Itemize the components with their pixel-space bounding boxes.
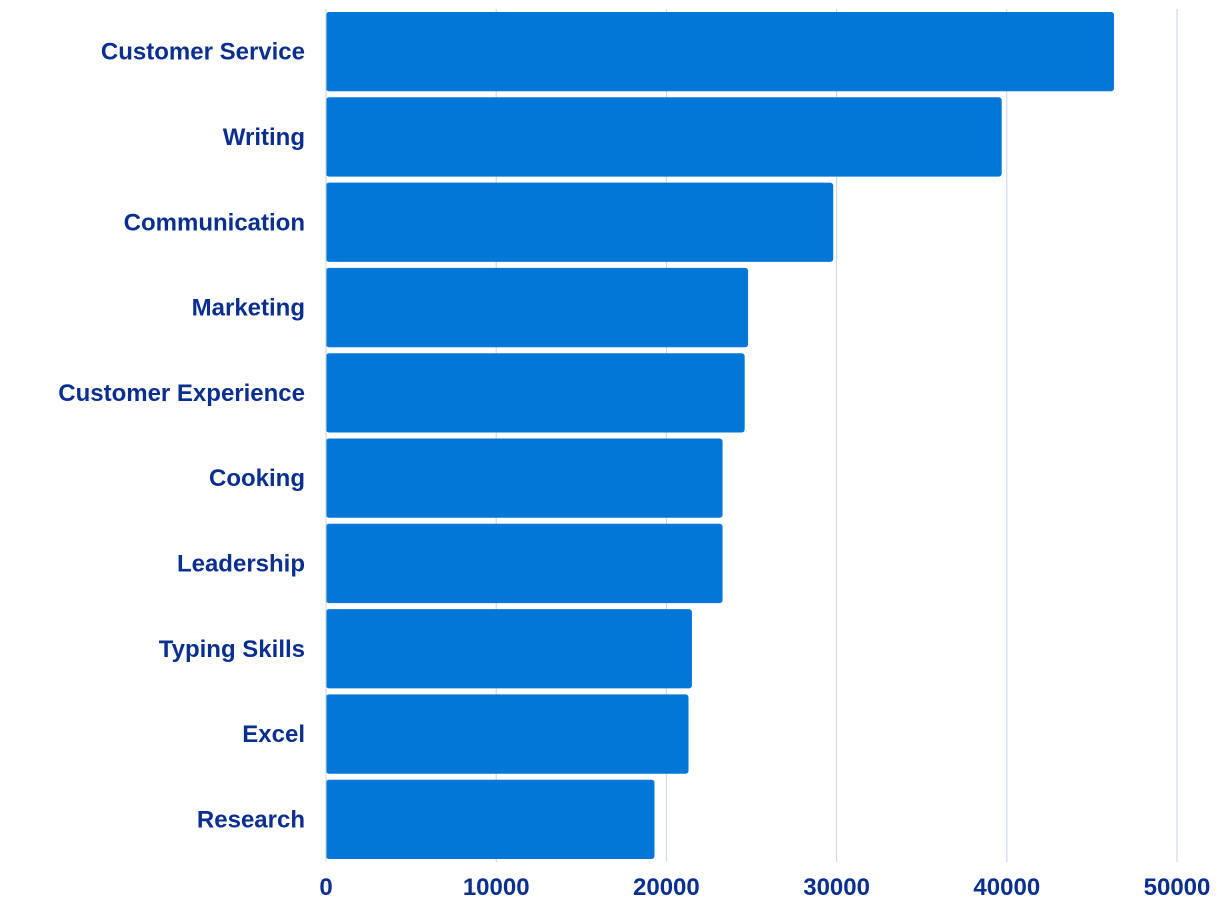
x-tick-label-30000: 30000 xyxy=(803,874,870,901)
x-tick-label-40000: 40000 xyxy=(973,874,1040,901)
category-label-leadership: Leadership xyxy=(177,550,305,577)
bar-typing-skills xyxy=(326,609,692,689)
category-label-research: Research xyxy=(197,806,305,833)
bar-cooking xyxy=(326,438,723,518)
bar-customer-service xyxy=(326,12,1115,92)
bar-customer-experience xyxy=(326,353,745,433)
x-tick-labels: 0 10000 20000 30000 40000 50000 xyxy=(319,874,1210,901)
x-tick-label-10000: 10000 xyxy=(463,874,530,901)
category-label-customer-service: Customer Service xyxy=(101,39,305,66)
bar-marketing xyxy=(326,267,749,348)
bar-leadership xyxy=(326,523,723,604)
x-tick-label-0: 0 xyxy=(319,874,332,901)
bar-research xyxy=(326,779,655,859)
category-label-customer-experience: Customer Experience xyxy=(58,380,305,407)
bar-excel xyxy=(326,694,689,774)
bar-writing xyxy=(326,97,1002,177)
category-label-writing: Writing xyxy=(223,124,305,151)
category-label-typing-skills: Typing Skills xyxy=(159,636,305,663)
category-labels: Customer Service Writing Communication Mark… xyxy=(58,39,305,834)
bar-communication xyxy=(326,182,834,262)
category-label-cooking: Cooking xyxy=(209,465,305,492)
x-tick-label-50000: 50000 xyxy=(1144,874,1211,901)
x-tick-label-20000: 20000 xyxy=(633,874,700,901)
bars xyxy=(326,12,1115,859)
category-label-communication: Communication xyxy=(124,209,305,236)
category-label-marketing: Marketing xyxy=(192,295,305,322)
category-label-excel: Excel xyxy=(242,721,305,748)
